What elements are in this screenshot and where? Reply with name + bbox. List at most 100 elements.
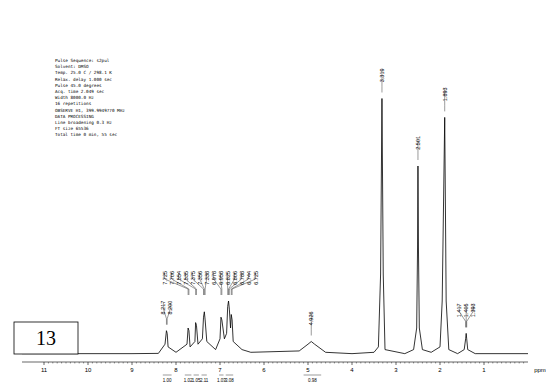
integral-label: 1.00	[163, 378, 172, 383]
title: 13	[36, 327, 56, 349]
x-minor-tick	[167, 362, 168, 364]
header-line: OBSERVE H1, 399.9949770 MHz	[55, 108, 125, 113]
integral-bracket	[304, 375, 322, 376]
x-minor-tick	[215, 362, 216, 364]
header-line: 16 repetitions	[55, 101, 92, 106]
x-minor-tick	[409, 362, 410, 364]
x-tick	[88, 362, 89, 365]
x-tick-label: 4	[350, 367, 354, 373]
x-minor-tick	[286, 362, 287, 364]
x-minor-tick	[233, 362, 234, 364]
integral-bracket	[185, 375, 192, 376]
x-minor-tick	[514, 362, 515, 364]
x-minor-tick	[180, 362, 181, 364]
x-minor-tick	[330, 362, 331, 364]
header-line: Pulse 45.0 degrees	[55, 83, 102, 88]
x-minor-tick	[453, 362, 454, 364]
header-line: Pulse Sequence: s2pul	[55, 58, 110, 63]
x-minor-tick	[378, 362, 379, 364]
x-minor-tick	[246, 362, 247, 364]
x-minor-tick	[198, 362, 199, 364]
x-minor-tick	[118, 362, 119, 364]
x-minor-tick	[519, 362, 520, 364]
x-tick-label: 5	[306, 367, 310, 373]
x-minor-tick	[422, 362, 423, 364]
x-tick	[132, 362, 133, 365]
x-minor-tick	[356, 362, 357, 364]
x-minor-tick	[259, 362, 260, 364]
header-line: Line broadening 0.3 Hz	[55, 120, 112, 125]
x-minor-tick	[123, 362, 124, 364]
x-minor-tick	[299, 362, 300, 364]
x-minor-tick	[488, 362, 489, 364]
x-minor-tick	[470, 362, 471, 364]
x-minor-tick	[316, 362, 317, 364]
x-minor-tick	[523, 362, 524, 364]
x-tick	[396, 362, 397, 365]
x-minor-tick	[145, 362, 146, 364]
header-line: Acq. time 2.049 sec	[55, 89, 105, 94]
x-minor-tick	[48, 362, 49, 364]
header-line: Temp. 25.0 C / 298.1 K	[55, 70, 112, 75]
x-minor-tick	[52, 362, 53, 364]
x-minor-tick	[114, 362, 115, 364]
x-minor-tick	[400, 362, 401, 364]
x-minor-tick	[224, 362, 225, 364]
x-minor-tick	[96, 362, 97, 364]
header-line: FT size 65536	[55, 126, 89, 131]
integral-bracket	[202, 375, 207, 376]
integral-bracket	[219, 375, 223, 376]
x-minor-tick	[211, 362, 212, 364]
integral-bracket	[163, 375, 172, 376]
x-tick	[308, 362, 309, 365]
x-minor-tick	[290, 362, 291, 364]
x-minor-tick	[110, 362, 111, 364]
x-minor-tick	[92, 362, 93, 364]
header-line: Solvent: DMSO	[55, 64, 89, 69]
x-minor-tick	[250, 362, 251, 364]
header-line: Relax. delay 1.000 sec	[55, 77, 112, 82]
header-line: Total time 0 min, 55 sec	[55, 132, 117, 137]
x-minor-tick	[343, 362, 344, 364]
x-minor-tick	[294, 362, 295, 364]
peak-leader	[205, 273, 206, 295]
x-tick-label: 6	[262, 367, 266, 373]
x-minor-tick	[154, 362, 155, 364]
x-tick-label: 7	[218, 367, 222, 373]
peak-leader	[444, 89, 445, 111]
x-minor-tick	[457, 362, 458, 364]
x-minor-tick	[334, 362, 335, 364]
x-minor-tick	[431, 362, 432, 364]
x-minor-tick	[462, 362, 463, 364]
x-minor-tick	[466, 362, 467, 364]
x-minor-tick	[136, 362, 137, 364]
x-minor-tick	[369, 362, 370, 364]
peak-leader	[167, 303, 170, 325]
x-minor-tick	[193, 362, 194, 364]
x-minor-tick	[162, 362, 163, 364]
plot-area	[22, 99, 528, 354]
x-minor-tick	[83, 362, 84, 364]
x-minor-tick	[347, 362, 348, 364]
header-line: DATA PROCESSING	[55, 114, 94, 119]
x-minor-tick	[413, 362, 414, 364]
x-minor-tick	[338, 362, 339, 364]
x-minor-tick	[189, 362, 190, 364]
x-minor-tick	[497, 362, 498, 364]
x-tick	[176, 362, 177, 365]
x-minor-tick	[475, 362, 476, 364]
x-minor-tick	[277, 362, 278, 364]
x-minor-tick	[426, 362, 427, 364]
chart: 1110987654321ppm1.001.021.052.111.033.08…	[0, 0, 553, 387]
x-minor-tick	[418, 362, 419, 364]
x-minor-tick	[242, 362, 243, 364]
integral-label: 3.08	[225, 378, 234, 383]
x-minor-tick	[171, 362, 172, 364]
x-minor-tick	[268, 362, 269, 364]
x-minor-tick	[404, 362, 405, 364]
x-tick	[440, 362, 441, 365]
x-minor-tick	[202, 362, 203, 364]
x-minor-tick	[237, 362, 238, 364]
x-minor-tick	[281, 362, 282, 364]
integral-bracket	[226, 375, 233, 376]
